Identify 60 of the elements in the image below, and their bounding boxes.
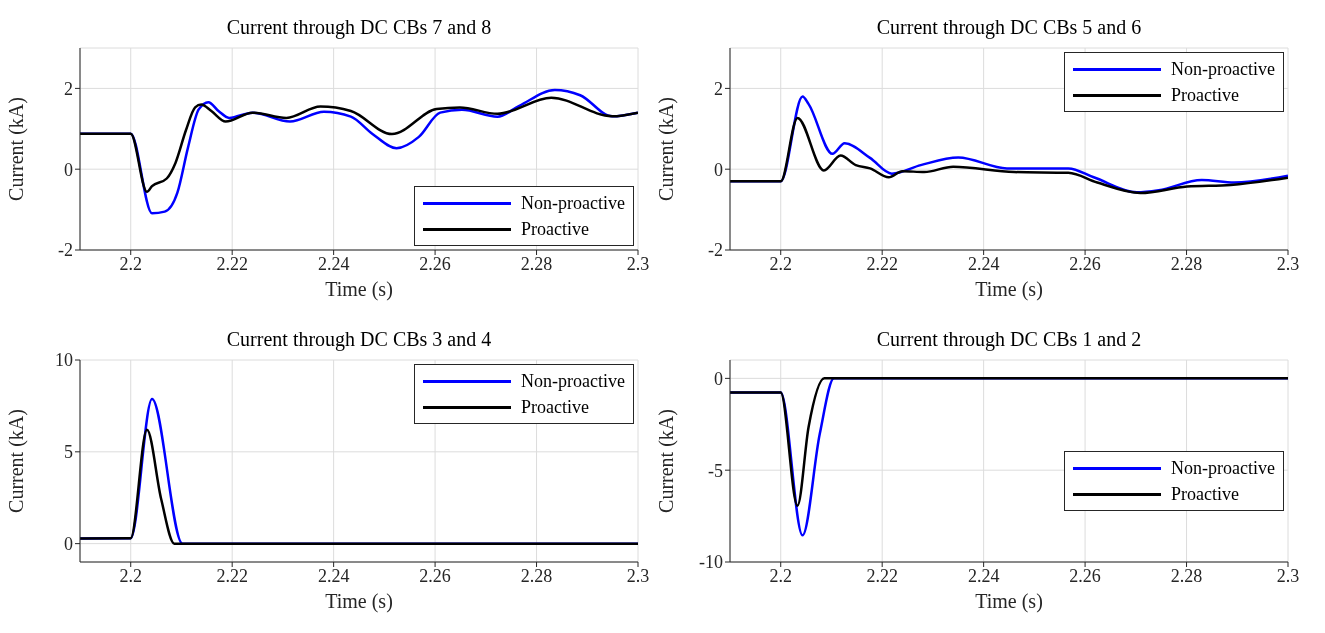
y-tick-label: -2 bbox=[58, 240, 73, 261]
legend-label: Proactive bbox=[1171, 483, 1240, 505]
x-tick-label: 2.26 bbox=[419, 253, 451, 274]
x-axis-title: Time (s) bbox=[975, 278, 1043, 301]
x-tick-label: 2.22 bbox=[866, 565, 898, 586]
y-tick-label: 5 bbox=[64, 442, 73, 463]
y-tick-label: 0 bbox=[64, 159, 73, 180]
y-tick-label: 0 bbox=[714, 368, 723, 389]
x-tick-label: 2.28 bbox=[1170, 565, 1203, 586]
x-tick-label: 2.24 bbox=[967, 253, 1000, 274]
chart-title: Current through DC CBs 3 and 4 bbox=[225, 328, 493, 351]
legend-label: Proactive bbox=[1171, 84, 1240, 106]
x-tick-label: 2.2 bbox=[119, 565, 142, 586]
x-tick-label: 2.26 bbox=[1069, 565, 1101, 586]
y-axis-title: Current (kA) bbox=[655, 409, 679, 513]
y-tick-label: -10 bbox=[699, 552, 723, 573]
x-tick-label: 2.28 bbox=[1170, 253, 1203, 274]
legend-label: Proactive bbox=[521, 396, 590, 418]
x-tick-label: 2.2 bbox=[769, 565, 792, 586]
y-tick-label: 0 bbox=[714, 159, 723, 180]
y-tick-label: 2 bbox=[714, 78, 723, 99]
x-tick-label: 2.24 bbox=[317, 565, 350, 586]
chart-title: Current through DC CBs 5 and 6 bbox=[875, 16, 1143, 39]
x-tick-label: 2.26 bbox=[419, 565, 451, 586]
legend-label: Proactive bbox=[521, 218, 590, 240]
legend-label: Non-proactive bbox=[1171, 58, 1275, 80]
line-series bbox=[730, 377, 1288, 508]
x-tick-label: 2.22 bbox=[216, 565, 248, 586]
y-tick-label: 0 bbox=[64, 534, 73, 555]
legend-label: Non-proactive bbox=[1171, 457, 1275, 479]
x-tick-label: 2.24 bbox=[967, 565, 1000, 586]
x-tick-label: 2.2 bbox=[119, 253, 142, 274]
x-tick-label: 2.2 bbox=[769, 253, 792, 274]
x-tick-label: 2.3 bbox=[1276, 565, 1300, 586]
x-tick-label: 2.3 bbox=[626, 565, 650, 586]
x-tick-label: 2.28 bbox=[520, 565, 553, 586]
x-tick-label: 2.28 bbox=[520, 253, 553, 274]
x-axis-title: Time (s) bbox=[325, 278, 393, 301]
x-tick-label: 2.22 bbox=[866, 253, 898, 274]
legend-label: Non-proactive bbox=[521, 192, 625, 214]
y-tick-label: 10 bbox=[55, 350, 73, 371]
x-tick-label: 2.3 bbox=[1276, 253, 1300, 274]
x-axis-title: Time (s) bbox=[325, 590, 393, 613]
x-tick-label: 2.3 bbox=[626, 253, 650, 274]
line-series bbox=[730, 116, 1288, 195]
line-series bbox=[80, 428, 638, 545]
y-tick-label: -5 bbox=[708, 460, 723, 481]
y-tick-label: -2 bbox=[708, 240, 723, 261]
x-axis-title: Time (s) bbox=[975, 590, 1043, 613]
chart-title: Current through DC CBs 7 and 8 bbox=[225, 16, 493, 39]
x-tick-label: 2.24 bbox=[317, 253, 350, 274]
y-axis-title: Current (kA) bbox=[655, 97, 679, 201]
x-tick-label: 2.22 bbox=[216, 253, 248, 274]
line-series bbox=[80, 96, 638, 194]
x-tick-label: 2.26 bbox=[1069, 253, 1101, 274]
legend-label: Non-proactive bbox=[521, 370, 625, 392]
y-axis-title: Current (kA) bbox=[5, 97, 29, 201]
y-tick-label: 2 bbox=[64, 78, 73, 99]
chart-title: Current through DC CBs 1 and 2 bbox=[875, 328, 1143, 351]
y-axis-title: Current (kA) bbox=[5, 409, 29, 513]
